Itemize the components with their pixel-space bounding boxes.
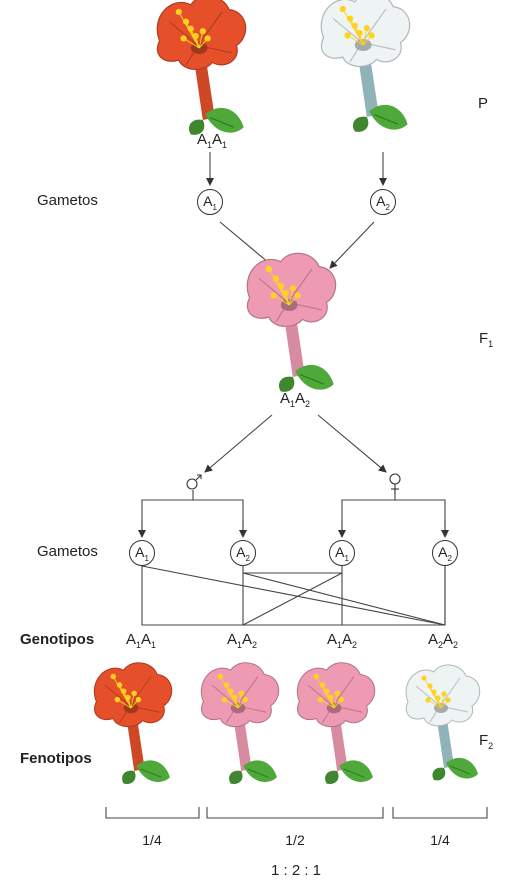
bracket-2: [206, 807, 384, 819]
arrow-f1-male: [204, 414, 273, 473]
generation-p: P: [478, 95, 489, 112]
genotype-2: A1A2: [226, 631, 258, 650]
gamete-top-1: A1: [197, 189, 223, 215]
flower-f2-pink-2: [296, 662, 376, 785]
parent-genotype: A1A1: [196, 131, 228, 150]
male-branch: [141, 499, 244, 536]
flower-f1-pink: [246, 252, 337, 392]
f1-genotype: A1A2: [279, 390, 311, 409]
genotipos-label: Genotipos: [20, 631, 95, 648]
flower-f2-white: [405, 664, 481, 781]
flower-parent-white: [320, 0, 411, 132]
genotype-4: A2A2: [427, 631, 459, 650]
bracket-1: [105, 807, 200, 819]
ratio: 1 : 2 : 1: [270, 862, 322, 879]
flower-parent-red: [156, 0, 247, 135]
generation-f2: F2: [479, 732, 494, 751]
fraction-1: 1/4: [142, 832, 162, 848]
arrow-f1-female: [317, 414, 387, 473]
bracket-3: [392, 807, 488, 819]
arrow-gamete2-f1: [329, 221, 375, 269]
fraction-3: 1/4: [430, 832, 450, 848]
flower-f2-red: [93, 662, 173, 785]
fraction-2: 1/2: [285, 832, 305, 848]
gamete-top-2: A2: [370, 189, 396, 215]
gamete-bottom-1: A1: [129, 540, 155, 566]
genotype-1: A1A1: [125, 631, 157, 650]
female-symbol-icon: [389, 473, 401, 494]
cross-lines: [141, 565, 446, 626]
gamete-bottom-3: A1: [329, 540, 355, 566]
genotype-3: A1A2: [326, 631, 358, 650]
flower-f2-pink-1: [200, 662, 280, 785]
fenotipos-label: Fenotipos: [20, 750, 92, 767]
gamete-bottom-4: A2: [432, 540, 458, 566]
female-branch: [341, 499, 446, 536]
generation-f1: F1: [479, 330, 494, 349]
male-symbol-icon: [186, 474, 202, 490]
gamete-bottom-2: A2: [230, 540, 256, 566]
gametos-label-top: Gametos: [37, 192, 98, 209]
gametos-label-bottom: Gametos: [37, 543, 98, 560]
